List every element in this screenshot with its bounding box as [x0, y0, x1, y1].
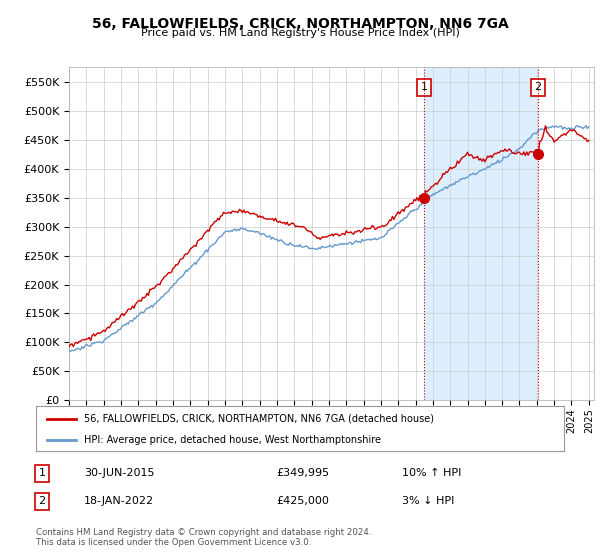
Text: 10% ↑ HPI: 10% ↑ HPI	[402, 468, 461, 478]
Text: £425,000: £425,000	[276, 496, 329, 506]
Text: 30-JUN-2015: 30-JUN-2015	[84, 468, 155, 478]
Text: 2: 2	[38, 496, 46, 506]
Text: Price paid vs. HM Land Registry's House Price Index (HPI): Price paid vs. HM Land Registry's House …	[140, 28, 460, 38]
Text: Contains HM Land Registry data © Crown copyright and database right 2024.
This d: Contains HM Land Registry data © Crown c…	[36, 528, 371, 547]
Text: 1: 1	[421, 82, 428, 92]
Text: HPI: Average price, detached house, West Northamptonshire: HPI: Average price, detached house, West…	[83, 435, 380, 445]
Text: 2: 2	[534, 82, 541, 92]
Text: 3% ↓ HPI: 3% ↓ HPI	[402, 496, 454, 506]
Text: 1: 1	[38, 468, 46, 478]
Text: £349,995: £349,995	[276, 468, 329, 478]
Text: 56, FALLOWFIELDS, CRICK, NORTHAMPTON, NN6 7GA (detached house): 56, FALLOWFIELDS, CRICK, NORTHAMPTON, NN…	[83, 413, 434, 423]
Text: 18-JAN-2022: 18-JAN-2022	[84, 496, 154, 506]
Text: 56, FALLOWFIELDS, CRICK, NORTHAMPTON, NN6 7GA: 56, FALLOWFIELDS, CRICK, NORTHAMPTON, NN…	[92, 17, 508, 31]
Bar	[424, 67, 538, 400]
